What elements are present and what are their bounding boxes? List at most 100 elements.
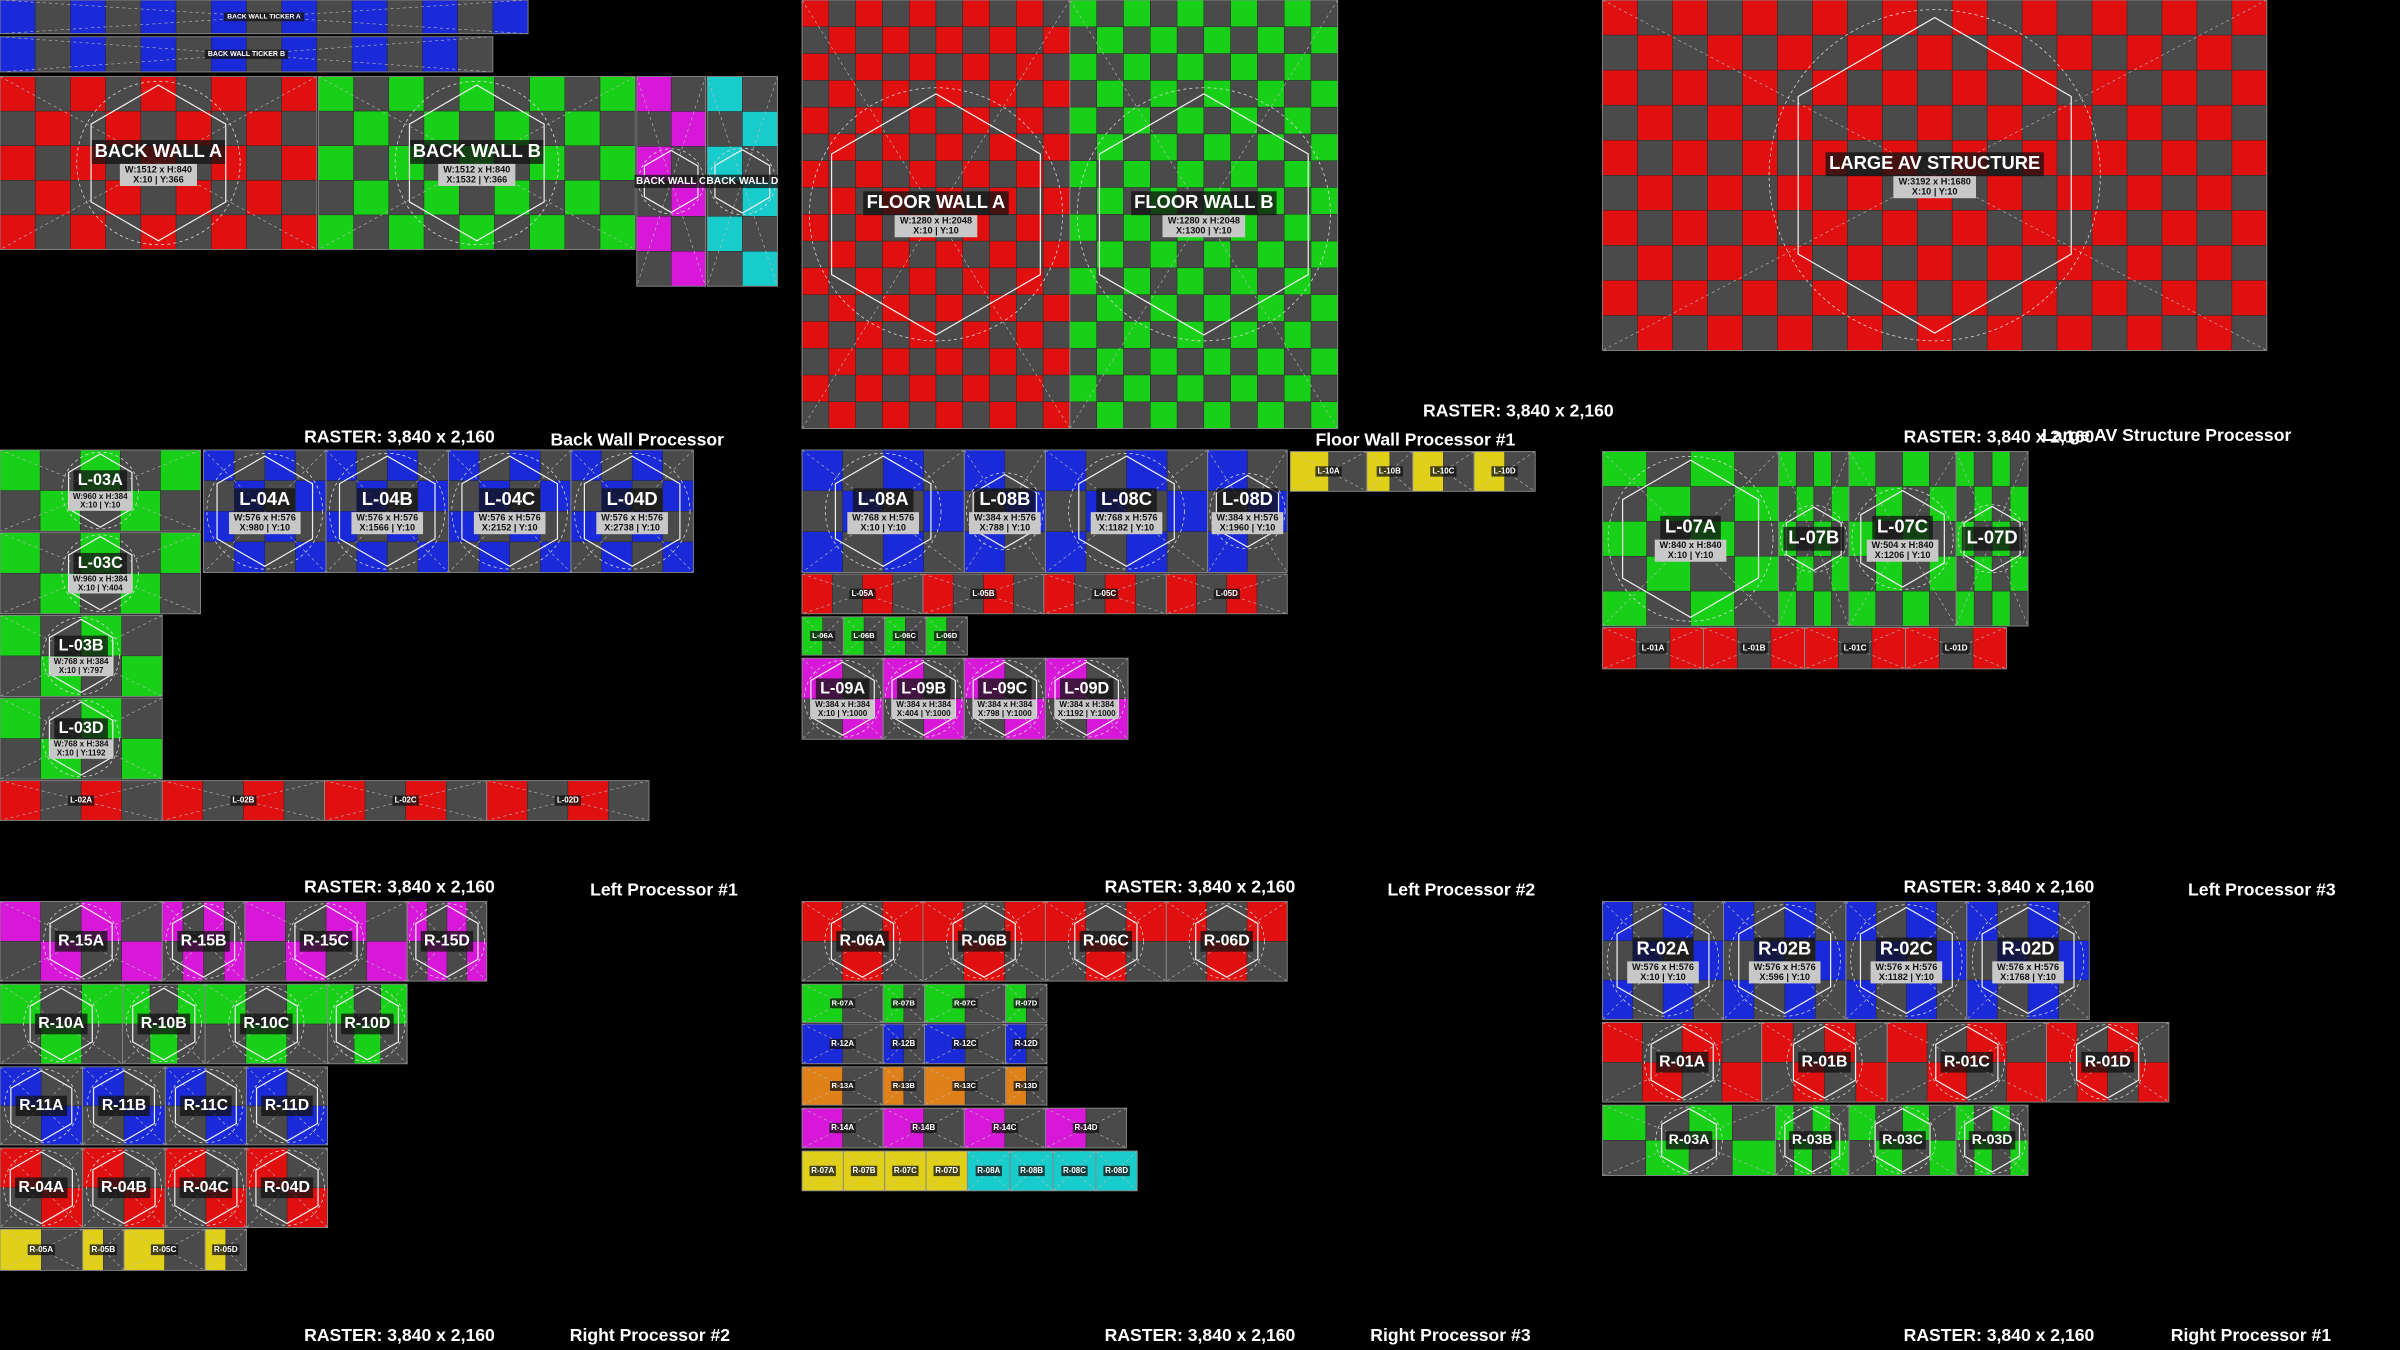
panel-cell xyxy=(802,573,833,614)
dims-box xyxy=(1893,176,1977,199)
diagonal xyxy=(1887,1022,2047,1103)
panel-cell xyxy=(1310,80,1338,108)
panel-label: BACK WALL B xyxy=(413,140,541,161)
panel-cell xyxy=(1778,591,1797,627)
guide-circle xyxy=(1971,904,2085,1017)
guide-circle xyxy=(42,617,120,695)
panel-cell xyxy=(909,321,936,349)
label-box xyxy=(1940,1051,1994,1073)
panel-cell xyxy=(1770,627,1805,669)
hexagon xyxy=(1963,505,2021,572)
led-panel: R-13A xyxy=(801,1066,884,1106)
panel-label: L-04D xyxy=(607,488,658,509)
label-box xyxy=(863,191,1009,216)
panel-cell xyxy=(882,26,910,54)
panel-border xyxy=(0,697,163,780)
label-box xyxy=(1740,642,1768,654)
led-panel: L-01C xyxy=(1804,627,1907,670)
panel-cell xyxy=(1284,214,1311,242)
processor: BACK WALL TICKER A BACK WALL TICKER B BACK… xyxy=(0,0,780,449)
panel-cell xyxy=(1690,591,1735,627)
panel-size: W:384 x H:384 xyxy=(1059,700,1114,709)
panel-cell xyxy=(828,241,856,268)
panel-label: R-14C xyxy=(993,1123,1016,1132)
panel-border xyxy=(1005,983,1048,1023)
panel-cell xyxy=(160,532,201,574)
hexagon xyxy=(1785,506,1842,572)
guide-circle xyxy=(76,80,241,246)
label-box xyxy=(91,140,226,164)
panel-label: R-01A xyxy=(1659,1053,1705,1070)
panel-cell xyxy=(1045,531,1086,573)
dims-box xyxy=(68,574,132,594)
panel-border xyxy=(1005,1023,1048,1065)
panel-cell xyxy=(922,573,954,614)
label-box xyxy=(261,1095,313,1117)
panel-cell xyxy=(1906,901,1937,941)
panel-cell xyxy=(2028,980,2059,1020)
dims-box xyxy=(969,512,1041,535)
processor-name: Left Processor #2 xyxy=(1388,879,1536,899)
panel-cell xyxy=(1882,210,1918,246)
panel-cell xyxy=(140,76,177,112)
panel-label: L-09D xyxy=(1064,679,1109,697)
panel-cell xyxy=(1043,133,1070,161)
panel-cell xyxy=(318,145,354,181)
panel-cell xyxy=(935,241,963,268)
panel-label: R-13C xyxy=(954,1081,977,1090)
label-box xyxy=(234,488,296,513)
panel-cell xyxy=(121,738,163,780)
led-panel: R-06C xyxy=(1044,901,1167,982)
label-box xyxy=(1013,1080,1039,1091)
panel-cell xyxy=(1721,1062,1762,1103)
panel-cell xyxy=(2057,315,2093,351)
dims-box xyxy=(1866,539,1939,562)
dims-box xyxy=(1992,961,2064,984)
label-box xyxy=(137,1013,191,1035)
led-panel: R-03A xyxy=(1602,1104,1776,1176)
panel-cell xyxy=(962,0,990,27)
panel-label: R-15D xyxy=(424,933,470,950)
panel-cell xyxy=(855,214,883,242)
panel-position: X:10 | Y:1000 xyxy=(818,709,868,718)
label-box xyxy=(1079,930,1133,952)
panel-label: L-07B xyxy=(1788,527,1839,548)
label-box xyxy=(891,998,917,1009)
hexagon xyxy=(714,148,771,214)
dims-box xyxy=(68,491,132,511)
led-panel: L-10A xyxy=(1289,451,1368,492)
label-box xyxy=(1872,515,1933,540)
panel-cell xyxy=(1906,980,1937,1020)
label-box xyxy=(1968,1131,2016,1150)
panel-cell xyxy=(494,111,530,146)
panel-cell xyxy=(1257,241,1285,268)
led-panel: R-11B xyxy=(82,1066,166,1146)
hexagon xyxy=(255,1151,319,1225)
panel-cell xyxy=(1777,105,1813,141)
hexagon xyxy=(583,455,681,568)
panel-cell xyxy=(281,76,317,112)
panel-cell xyxy=(909,0,936,27)
label-box xyxy=(15,1177,68,1199)
panel-cell xyxy=(121,941,163,982)
diagonal xyxy=(1723,901,1847,1020)
panel-cell xyxy=(1812,280,1848,316)
panel-cell xyxy=(802,267,829,295)
led-panel: L-02A xyxy=(0,780,163,821)
led-panel: L-05C xyxy=(1043,573,1167,615)
guide-circle xyxy=(1048,660,1126,738)
panel-cell xyxy=(1310,26,1338,54)
label-box xyxy=(179,1177,233,1199)
label-box xyxy=(1013,1038,1040,1050)
panel-label: R-04B xyxy=(101,1179,147,1196)
panel-cell xyxy=(281,145,317,181)
led-panel: R-07D xyxy=(925,1150,968,1192)
panel-cell xyxy=(1784,901,1816,941)
led-panel: BACK WALL TICKER A xyxy=(0,0,529,35)
panel-label: R-03A xyxy=(1669,1131,1710,1147)
panel-cell xyxy=(1882,70,1918,106)
